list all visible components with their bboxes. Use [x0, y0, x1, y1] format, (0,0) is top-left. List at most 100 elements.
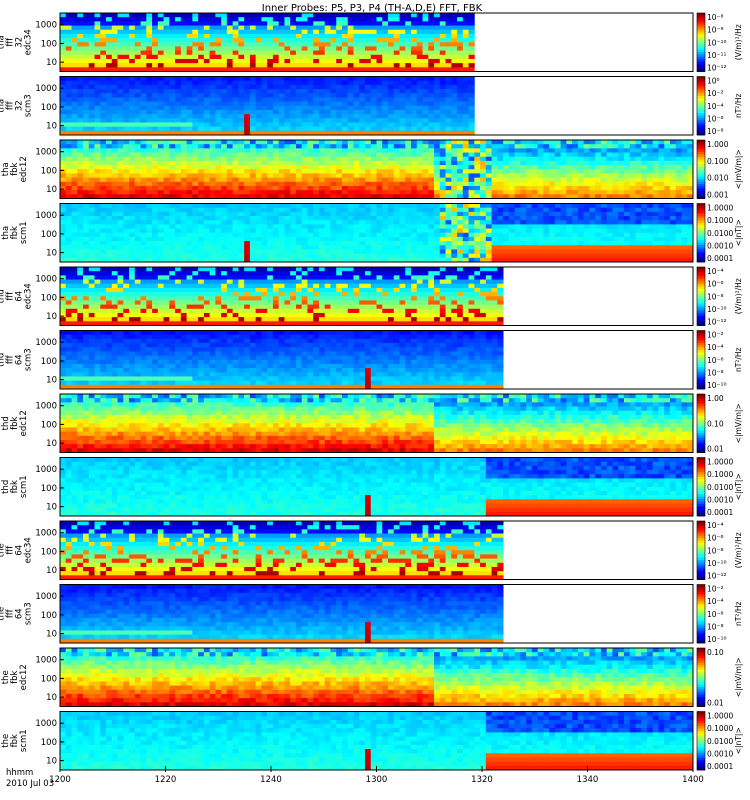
- heatmap-cell: [88, 50, 95, 56]
- heatmap-cell: [572, 257, 579, 263]
- heatmap-cell: [71, 144, 78, 149]
- heatmap-cell: [226, 241, 234, 246]
- heatmap-cell: [100, 89, 107, 94]
- heatmap-cell: [491, 169, 498, 174]
- heatmap-cell: [180, 42, 187, 47]
- heatmap-cell: [238, 13, 245, 18]
- heatmap-cell: [416, 156, 423, 162]
- heatmap-cell: [411, 152, 418, 158]
- heatmap-cell: [388, 156, 395, 162]
- heatmap-cell: [474, 207, 481, 213]
- heatmap-cell: [192, 207, 199, 213]
- heatmap-cell: [272, 181, 280, 187]
- heatmap-cell: [457, 257, 464, 263]
- heatmap-cell: [169, 253, 176, 259]
- heatmap-cell: [514, 156, 521, 162]
- heatmap-cell: [123, 140, 130, 145]
- heatmap-cell: [370, 232, 377, 238]
- heatmap-cell: [330, 216, 337, 221]
- heatmap-cell: [514, 144, 521, 149]
- heatmap-cell: [198, 203, 205, 209]
- heatmap-cell: [123, 114, 130, 119]
- heatmap-cell: [411, 211, 418, 217]
- heatmap-cell: [658, 140, 665, 145]
- heatmap-cell: [65, 257, 72, 263]
- heatmap-cell: [341, 156, 349, 162]
- heatmap-cell: [451, 241, 458, 246]
- heatmap-cell: [370, 257, 377, 263]
- heatmap-cell: [175, 46, 182, 52]
- heatmap-cell: [583, 185, 590, 191]
- heatmap-cell: [221, 203, 228, 209]
- heatmap-cell: [560, 152, 567, 158]
- heatmap-cell: [508, 224, 515, 229]
- heatmap-cell: [388, 29, 395, 35]
- heatmap-cell: [485, 173, 492, 179]
- heatmap-cell: [324, 130, 331, 136]
- heatmap-cell: [278, 177, 285, 183]
- heatmap-cell: [106, 160, 113, 166]
- heatmap-cell: [307, 181, 314, 187]
- heatmap-cell: [416, 42, 423, 47]
- heatmap-cell: [341, 54, 349, 60]
- heatmap-cell: [111, 13, 118, 18]
- heatmap-cell: [88, 93, 95, 98]
- heatmap-cell: [88, 38, 95, 43]
- heatmap-cell: [307, 144, 314, 149]
- heatmap-cell: [267, 58, 274, 64]
- heatmap-cell: [83, 241, 90, 246]
- heatmap-cell: [186, 160, 193, 166]
- heatmap-cell: [462, 245, 469, 250]
- heatmap-cell: [192, 241, 199, 246]
- heatmap-cell: [186, 165, 193, 170]
- heatmap-cell: [267, 46, 274, 52]
- heatmap-cell: [169, 89, 176, 94]
- heatmap-cell: [549, 211, 556, 217]
- heatmap-cell: [290, 89, 297, 94]
- heatmap-cell: [399, 245, 406, 250]
- heatmap-cell: [106, 249, 113, 255]
- heatmap-cell: [474, 185, 481, 191]
- heatmap-cell: [330, 232, 337, 238]
- heatmap-cell: [549, 165, 556, 170]
- heatmap-cell: [359, 165, 366, 170]
- heatmap-cell: [376, 29, 383, 35]
- heatmap-cell: [255, 257, 262, 263]
- heatmap-cell: [244, 13, 251, 18]
- heatmap-cell: [295, 89, 303, 94]
- heatmap-cell: [669, 194, 677, 199]
- heatmap-cell: [376, 257, 383, 263]
- heatmap-cell: [71, 207, 78, 213]
- heatmap-cell: [301, 190, 308, 195]
- heatmap-cell: [261, 181, 268, 187]
- heatmap-cell: [88, 245, 95, 250]
- heatmap-cell: [261, 144, 268, 149]
- heatmap-cell: [88, 185, 95, 191]
- heatmap-cell: [272, 63, 280, 68]
- heatmap-cell: [117, 249, 124, 255]
- heatmap-cell: [255, 109, 262, 115]
- heatmap-cell: [267, 50, 274, 56]
- heatmap-cell: [347, 177, 354, 183]
- heatmap-cell: [422, 228, 429, 234]
- heatmap-cell: [244, 122, 251, 128]
- heatmap-cell: [255, 54, 262, 60]
- heatmap-cell: [175, 144, 182, 149]
- heatmap-cell: [232, 203, 239, 209]
- heatmap-cell: [106, 67, 113, 72]
- colorbar-swatch: [697, 54, 705, 58]
- heatmap-cell: [111, 29, 118, 35]
- heatmap-cell: [186, 181, 193, 187]
- heatmap-cell: [146, 13, 153, 18]
- heatmap-cell: [382, 80, 389, 86]
- heatmap-cell: [382, 203, 389, 209]
- heatmap-cell: [77, 97, 84, 102]
- heatmap-cell: [301, 126, 308, 132]
- heatmap-cell: [589, 224, 596, 229]
- heatmap-cell: [313, 114, 320, 119]
- heatmap-cell: [434, 67, 441, 72]
- heatmap-cell: [359, 144, 366, 149]
- heatmap-cell: [284, 13, 291, 18]
- heatmap-cell: [226, 148, 234, 153]
- heatmap-cell: [175, 63, 182, 68]
